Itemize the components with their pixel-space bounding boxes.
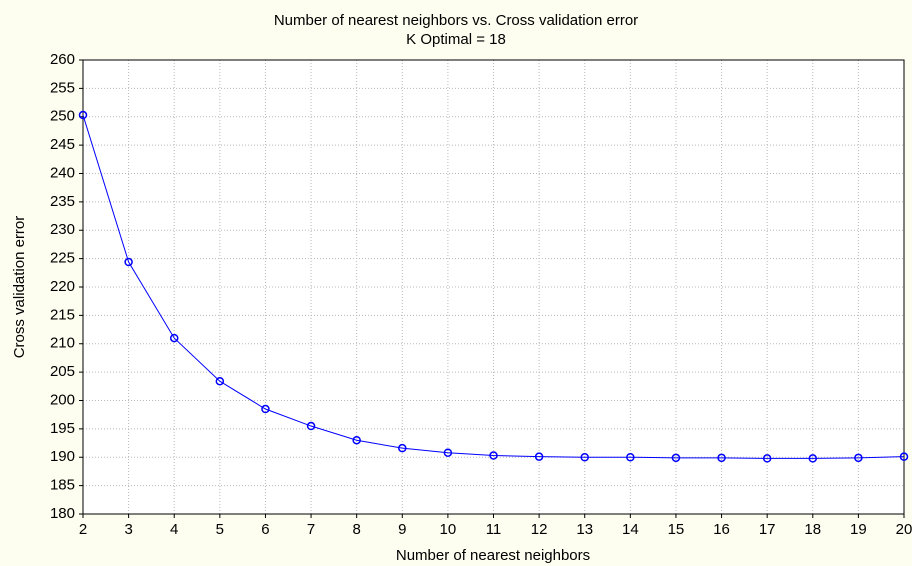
chart-subtitle: K Optimal = 18	[406, 31, 506, 48]
data-point	[854, 453, 863, 463]
y-tick-label: 215	[50, 306, 75, 323]
x-tick-label: 11	[486, 521, 502, 538]
data-point	[762, 454, 772, 463]
x-tick-label: 7	[307, 521, 315, 538]
y-tick-label: 230	[50, 221, 75, 238]
x-tick-label: 13	[576, 521, 593, 538]
y-tick-label: 200	[50, 391, 75, 408]
y-tick-label: 240	[50, 164, 75, 181]
data-point	[717, 453, 726, 463]
data-point	[808, 454, 818, 463]
series-line	[82, 114, 905, 459]
data-point	[580, 453, 589, 462]
data-point	[124, 257, 133, 267]
x-tick-label: 10	[440, 521, 457, 538]
data-point	[489, 451, 498, 460]
data-point	[398, 443, 407, 453]
x-tick-label: 16	[713, 521, 730, 538]
x-tick-label: 12	[531, 521, 548, 538]
x-tick-label: 19	[850, 521, 867, 538]
x-tick-label: 17	[759, 521, 776, 538]
data-point	[899, 452, 909, 461]
plot-frame	[82, 59, 905, 515]
data-point	[352, 435, 361, 445]
y-axis-label: Cross validation error	[11, 216, 28, 359]
x-tick-label: 4	[170, 521, 178, 538]
y-tick-label: 235	[50, 193, 75, 210]
y-tick-label: 260	[50, 51, 75, 68]
x-tick-label: 18	[804, 521, 821, 538]
y-tick-label: 245	[50, 136, 75, 153]
data-point	[534, 452, 544, 461]
x-tick-label: 2	[79, 521, 87, 538]
data-point	[626, 453, 635, 462]
y-tick-label: 180	[50, 505, 75, 522]
data-point	[306, 421, 316, 431]
x-tick-label: 8	[352, 521, 360, 538]
data-point	[443, 448, 453, 457]
y-tick-label: 220	[50, 278, 75, 295]
x-tick-label: 15	[668, 521, 685, 538]
y-tick-label: 255	[50, 79, 75, 96]
y-tick-label: 225	[50, 250, 75, 267]
x-tick-label: 9	[398, 521, 406, 538]
y-tick-label: 185	[50, 477, 75, 494]
x-tick-label: 6	[261, 521, 269, 538]
x-axis-label: Number of nearest neighbors	[396, 547, 590, 564]
y-tick-label: 210	[50, 335, 75, 352]
data-point	[215, 376, 225, 386]
x-tick-label: 14	[622, 521, 639, 538]
y-tick-label: 195	[50, 420, 75, 437]
data-point	[78, 110, 88, 120]
chart-title: Number of nearest neighbors vs. Cross va…	[274, 12, 638, 29]
y-tick-label: 250	[50, 108, 75, 125]
x-tick-label: 5	[216, 521, 224, 538]
y-tick-label: 205	[50, 363, 75, 380]
data-point	[261, 404, 270, 414]
x-tick-label: 20	[896, 521, 912, 538]
x-tick-label: 3	[124, 521, 132, 538]
y-tick-label: 190	[50, 448, 75, 465]
data-point	[671, 453, 681, 463]
data-point	[169, 333, 179, 343]
